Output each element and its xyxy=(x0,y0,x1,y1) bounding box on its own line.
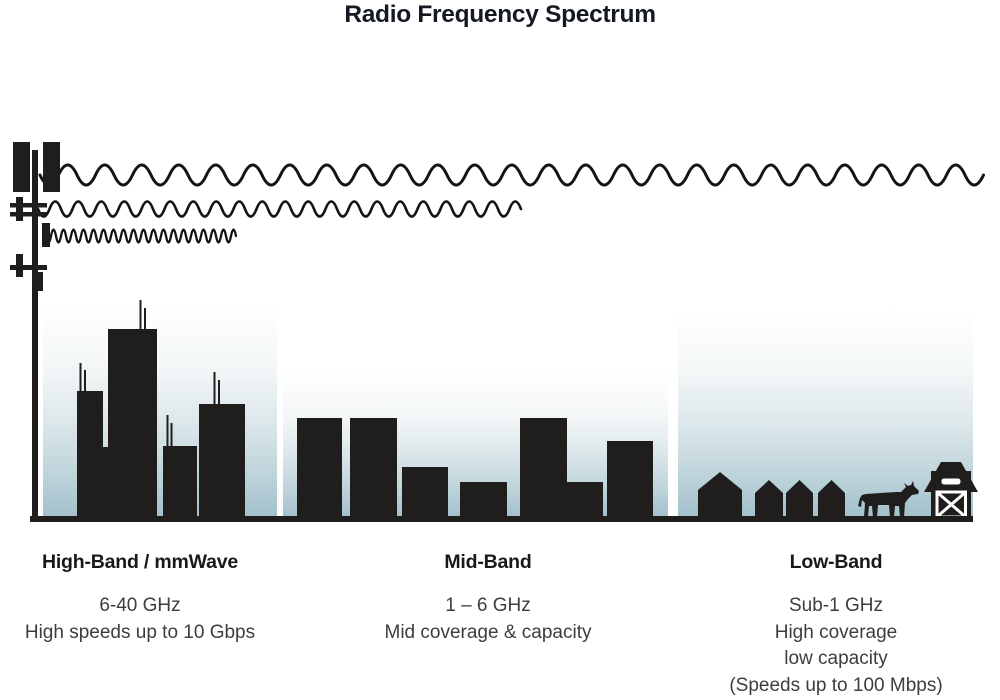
city-skyline-icon xyxy=(77,300,245,518)
low-band-heading: Low-Band xyxy=(789,551,883,573)
house-icon xyxy=(786,480,813,518)
short-wavelength-wave-icon xyxy=(44,228,238,244)
mid-band-heading: Mid-Band xyxy=(444,551,532,573)
house-icon xyxy=(755,480,783,518)
mid-rise-buildings-icon xyxy=(297,418,653,518)
mid-band-frequency-range: 1 – 6 GHz xyxy=(445,595,531,616)
cow-icon xyxy=(858,481,919,517)
house-icon xyxy=(818,480,845,518)
high-band-heading: High-Band / mmWave xyxy=(41,551,239,573)
ground-line xyxy=(30,516,973,522)
high-band-label: High-Band / mmWave 6-40 GHz High speeds … xyxy=(18,551,262,646)
cell-tower-icon xyxy=(10,142,60,516)
low-band-speed-note: (Speeds up to 100 Mbps) xyxy=(729,674,943,696)
high-band-frequency-range: 6-40 GHz xyxy=(99,595,181,616)
mid-band-description: Mid coverage & capacity xyxy=(384,621,592,643)
spectrum-scene xyxy=(10,142,985,522)
high-band-description: High speeds up to 10 Gbps xyxy=(24,621,256,643)
low-band-label: Low-Band Sub-1 GHz High coverage low cap… xyxy=(704,551,968,699)
medium-wavelength-wave-icon xyxy=(36,200,523,218)
barn-icon xyxy=(924,462,978,519)
houses-cow-barn-icon xyxy=(698,462,978,519)
low-band-description: High coverage xyxy=(774,621,898,643)
low-band-description: low capacity xyxy=(784,648,888,669)
low-band-frequency-range: Sub-1 GHz xyxy=(789,595,883,616)
mid-band-label: Mid-Band 1 – 6 GHz Mid coverage & capaci… xyxy=(366,551,610,646)
house-icon xyxy=(698,472,742,518)
page-title: Radio Frequency Spectrum xyxy=(344,1,656,28)
long-wavelength-wave-icon xyxy=(38,163,985,187)
